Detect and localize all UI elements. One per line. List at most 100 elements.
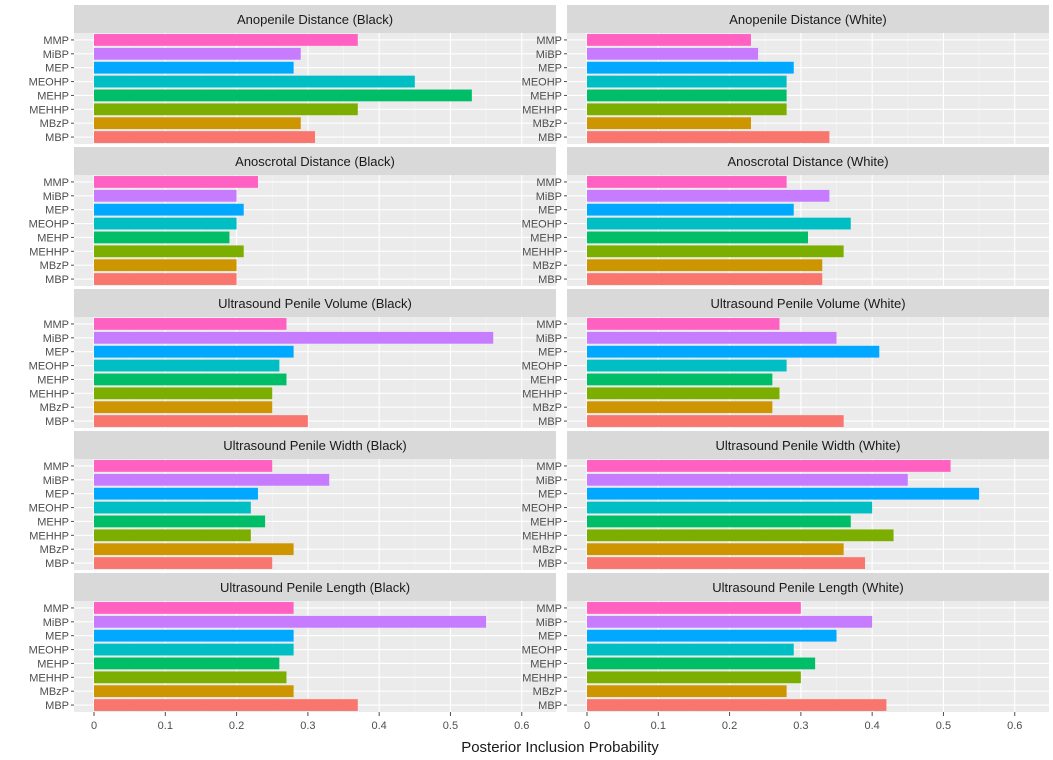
bar-mbzp [94, 543, 294, 556]
bar-mmp [587, 602, 801, 614]
category-label: MBzP [40, 544, 69, 556]
category-label: MMP [536, 319, 562, 331]
category-label: MiBP [536, 49, 562, 61]
facet-strip-title: Ultrasound Penile Volume (Black) [218, 296, 412, 311]
category-label: MEOHP [29, 77, 69, 89]
facet-strip-title: Ultrasound Penile Width (Black) [223, 438, 407, 453]
category-label: MEOHP [522, 219, 562, 231]
bar-mbzp [587, 117, 751, 130]
category-label: MEHP [530, 374, 562, 386]
bar-meohp [587, 501, 873, 514]
category-label: MEOHP [522, 503, 562, 515]
bar-mbzp [587, 259, 823, 272]
bar-mibp [94, 331, 494, 344]
facet-panel: Anoscrotal Distance (Black) MMP MiBP MEP MEO… [29, 147, 556, 286]
bar-mehhp [94, 671, 287, 684]
bar-meohp [587, 217, 851, 230]
bar-mbp [94, 699, 358, 711]
bar-mehhp [587, 245, 844, 258]
category-label: MBP [45, 132, 69, 144]
category-label: MEHHP [29, 246, 69, 258]
category-label: MBP [45, 274, 69, 286]
category-label: MBP [538, 700, 562, 712]
category-label: MEHHP [29, 530, 69, 542]
facet-panel: Ultrasound Penile Volume (Black) MMP MiBP M… [29, 289, 556, 428]
category-label: MBzP [533, 544, 562, 556]
bar-mehhp [94, 103, 358, 116]
bar-mehp [587, 373, 773, 386]
bar-meohp [94, 217, 237, 230]
category-label: MEHHP [29, 388, 69, 400]
bar-mehp [94, 89, 472, 102]
bar-mehhp [94, 245, 244, 258]
category-label: MEHP [37, 232, 69, 244]
category-label: MEOHP [522, 645, 562, 657]
category-label: MiBP [43, 191, 69, 203]
category-label: MMP [536, 603, 562, 615]
bar-mibp [587, 189, 830, 202]
bar-mep [94, 203, 244, 216]
bar-mbzp [94, 117, 301, 130]
bar-mibp [587, 615, 873, 628]
bar-meohp [587, 643, 794, 656]
facet-strip [567, 5, 1049, 33]
category-label: MEHP [530, 516, 562, 528]
category-label: MBzP [533, 118, 562, 130]
category-label: MBzP [533, 402, 562, 414]
category-label: MMP [43, 603, 69, 615]
category-label: MiBP [43, 475, 69, 487]
facet-strip [567, 147, 1049, 175]
category-label: MBzP [533, 686, 562, 698]
bar-mbp [587, 699, 887, 711]
category-label: MEHP [37, 658, 69, 670]
facet-strip [567, 431, 1049, 459]
category-label: MBzP [40, 260, 69, 272]
category-label: MEHP [530, 658, 562, 670]
bar-mibp [587, 473, 908, 486]
bar-meohp [587, 359, 787, 372]
bar-mibp [94, 473, 330, 486]
bar-meohp [94, 75, 415, 88]
bar-mep [587, 629, 837, 642]
bar-meohp [94, 501, 251, 514]
category-label: MEP [538, 489, 562, 501]
bar-mibp [587, 331, 837, 344]
category-label: MMP [43, 177, 69, 189]
facet-panel: Anopenile Distance (Black) MMP MiBP MEP MEOH… [29, 5, 556, 144]
facet-strip [74, 147, 556, 175]
x-tick-label: 0.4 [372, 720, 387, 732]
facet-strip-title: Ultrasound Penile Volume (White) [710, 296, 905, 311]
bar-mep [587, 487, 980, 500]
bar-mibp [94, 189, 237, 202]
bar-mehhp [587, 387, 780, 400]
category-label: MEHHP [522, 672, 562, 684]
bar-mbzp [94, 685, 294, 698]
bar-mehp [94, 657, 280, 670]
bar-mmp [94, 176, 258, 188]
bar-meohp [94, 359, 280, 372]
facet-panel: Ultrasound Penile Width (Black) MMP MiBP ME… [29, 431, 556, 570]
category-label: MMP [43, 461, 69, 473]
category-label: MEP [538, 631, 562, 643]
category-label: MBzP [533, 260, 562, 272]
bar-mmp [587, 318, 780, 330]
category-label: MBP [538, 274, 562, 286]
bar-mbzp [587, 401, 773, 414]
x-tick-label: 0.4 [865, 720, 880, 732]
facet-strip-title: Anopenile Distance (Black) [237, 12, 393, 27]
facet-strip-title: Ultrasound Penile Length (White) [712, 580, 904, 595]
category-label: MEHHP [522, 388, 562, 400]
category-label: MBzP [40, 402, 69, 414]
category-label: MiBP [43, 333, 69, 345]
facet-panel: Anopenile Distance (White) MMP MiBP MEP MEOH… [522, 5, 1049, 144]
x-tick-label: 0.1 [158, 720, 173, 732]
facet-strip-title: Ultrasound Penile Width (White) [716, 438, 901, 453]
x-tick-label: 0.1 [651, 720, 666, 732]
x-axis-title: Posterior Inclusion Probability [461, 739, 659, 756]
category-label: MEOHP [29, 503, 69, 515]
category-label: MEHHP [522, 246, 562, 258]
bar-mehp [587, 515, 851, 528]
bar-meohp [587, 75, 787, 88]
bar-mmp [94, 602, 294, 614]
